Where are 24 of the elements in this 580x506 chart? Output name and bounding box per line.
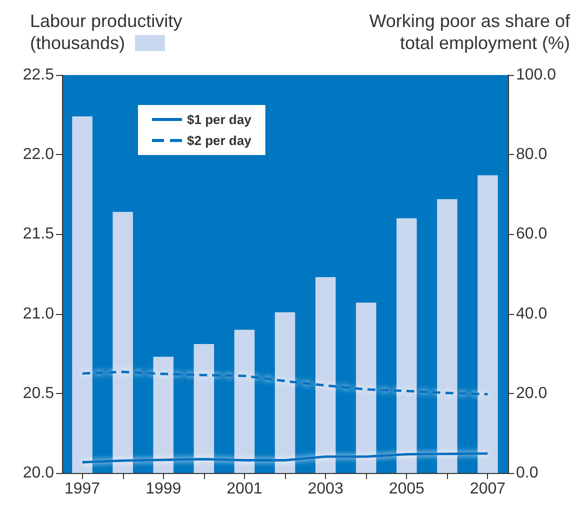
y-tick-label: 21.0 [22, 305, 54, 322]
legend-label: $1 per day [187, 112, 252, 127]
line-series [81, 370, 489, 396]
x-tick-label: 2001 [226, 480, 262, 498]
x-tick-label: 1997 [64, 480, 100, 498]
y-tick-label: 22.0 [22, 146, 54, 164]
line-series [81, 452, 489, 464]
y2-tick-label: 0.0 [516, 464, 538, 482]
x-tick-label: 2007 [470, 480, 506, 498]
y2-tick-label: 60.0 [516, 226, 548, 243]
y-axis-title: Labour productivity (thousands) [30, 10, 184, 54]
y2-axis-title: Working poor as share of total employment (%) [368, 10, 570, 54]
y2-tick-label: 100.0 [516, 66, 556, 84]
x-tick-label: 2003 [308, 480, 344, 498]
y-tick-label: 22.5 [22, 66, 54, 84]
y-tick-label: 20.5 [22, 384, 54, 402]
x-tick-label: 2005 [388, 480, 425, 498]
legend-label: $2 per day [187, 133, 252, 148]
y-tick-label: 20.0 [22, 464, 54, 482]
y2-tick-label: 20.0 [516, 384, 548, 402]
y2-tick-label: 80.0 [516, 146, 548, 164]
x-tick-label: 1999 [146, 480, 182, 498]
y-tick-label: 21.5 [22, 226, 54, 243]
y2-tick-label: 40.0 [516, 305, 548, 322]
